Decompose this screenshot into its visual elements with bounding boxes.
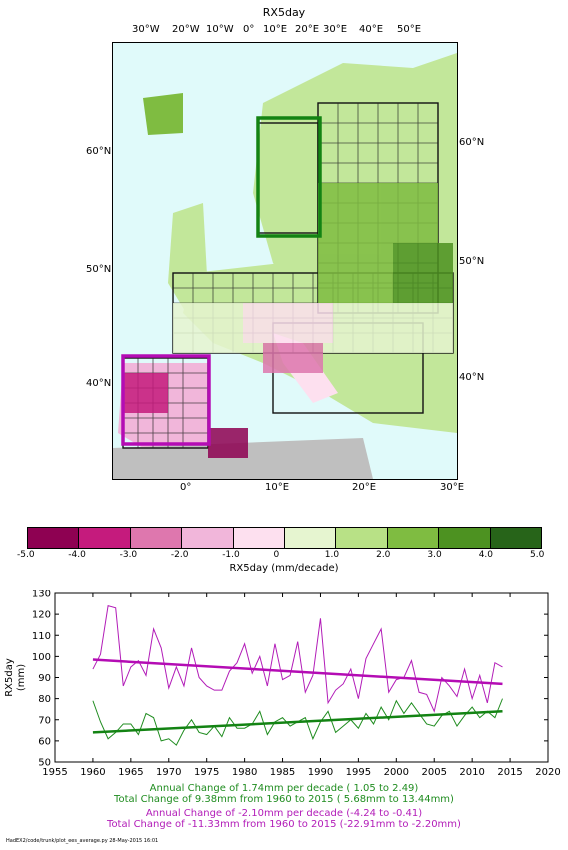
x-tick-label: 1990 (308, 767, 333, 778)
y-tick-label: 90 (38, 673, 51, 684)
colorbar-cell (489, 528, 542, 548)
y-tick-label: 50 (38, 758, 51, 769)
x-tick-label: 2010 (459, 767, 484, 778)
land-iceland (143, 93, 183, 135)
colorbar-tick-label: -4.0 (68, 550, 86, 560)
timeseries-chart: 1955 1960 1965 1970 1975 1980 1985 1990 1995 2000… (4, 590, 561, 778)
green-stats-line1: Annual Change of 1.74mm per decade ( 1.0… (149, 783, 419, 794)
lon-label: 30°W (132, 24, 160, 35)
colorbar-tick-label: -2.0 (170, 550, 189, 560)
colorbar-cell (78, 528, 130, 548)
colorbar-tick-label: 0 (273, 550, 280, 560)
lon-label: 10°W (206, 24, 234, 35)
lon-label: 20°E (295, 24, 320, 35)
y-tick-label: 130 (32, 590, 51, 600)
x-tick-label: 1980 (232, 767, 257, 778)
lon-label: 10°E (265, 482, 290, 493)
lat-label: 40°N (86, 378, 112, 389)
y-tick-label: 80 (38, 694, 51, 705)
x-tick-label: 1985 (270, 767, 295, 778)
lat-label: 60°N (459, 137, 485, 148)
trend-line-0 (92, 710, 503, 734)
footer: HadEX2/code/trunk/plot_ees_average.py 28… (6, 838, 159, 844)
colorbar-cell (335, 528, 387, 548)
colorbar-cell (129, 528, 182, 548)
x-tick-label: 1970 (156, 767, 181, 778)
grid-fills (123, 183, 453, 458)
colorbar-tick-label: 5.0 (530, 550, 545, 560)
y-tick-label: 110 (32, 631, 51, 642)
region-box-iberia (121, 354, 211, 446)
colorbar-tick-label: 4.0 (478, 550, 494, 560)
lon-label: 30°E (440, 482, 465, 493)
colorbar-tick-label: 3.0 (427, 550, 442, 560)
y-tick-label: 60 (38, 736, 51, 747)
colorbar-cell (181, 528, 233, 548)
colorbar-tick-label: -3.0 (119, 550, 138, 560)
colorbar-tick-label: 1.0 (324, 550, 340, 560)
y-tick-label: 100 (32, 652, 51, 663)
lon-bottom-labels: 0° 10°E 20°E 30°E (0, 482, 568, 496)
lat-label: 40°N (459, 372, 485, 383)
colorbar-cell (386, 528, 439, 548)
x-tick-label: 1965 (118, 767, 143, 778)
lon-label: 0° (243, 24, 255, 35)
x-tick-label: 1975 (194, 767, 219, 778)
map-title: RX5day (262, 6, 306, 19)
colorbar-tick-label: 2.0 (376, 550, 391, 560)
lon-label: 40°E (359, 24, 384, 35)
map-frame (112, 42, 458, 480)
region-box-scandinavia (256, 116, 322, 238)
lon-label: 30°E (323, 24, 348, 35)
lat-label: 50°N (86, 264, 112, 275)
y-axis-label: RX5day(mm) (4, 658, 27, 697)
trend-line-1 (92, 658, 503, 686)
lon-label: 20°E (352, 482, 377, 493)
x-tick-label: 2000 (384, 767, 409, 778)
y-tick-label: 120 (32, 610, 51, 621)
lat-label: 50°N (459, 256, 485, 267)
lon-label: 20°W (172, 24, 200, 35)
colorbar-cell (232, 528, 285, 548)
colorbar-tick-label: -5.0 (17, 550, 35, 560)
colorbar-ticks: -5.0 -4.0 -3.0 -2.0 -1.0 0 1.0 2.0 3.0 4.0 5.0 (0, 550, 568, 562)
colorbar-label: RX5day (mm/decade) (229, 563, 339, 574)
magenta-stats-line1: Annual Change of -2.10mm per decade (-4.… (145, 808, 423, 819)
colorbar-cell (28, 528, 79, 548)
series-line-1 (92, 605, 503, 713)
y-tick-label: 70 (38, 715, 51, 726)
x-tick-label: 1955 (42, 767, 67, 778)
x-tick-label: 2005 (422, 767, 447, 778)
colorbar-cell (284, 528, 336, 548)
colorbar-cell (438, 528, 490, 548)
land-uk (168, 203, 208, 311)
green-stats-line2: Total Change of 9.38mm from 1960 to 2015… (114, 794, 454, 805)
lon-top-labels: 30°W 20°W 10°W 0° 10°E 20°E 30°E 40°E 50… (0, 24, 568, 38)
x-tick-label: 1960 (80, 767, 105, 778)
x-tick-label: 1995 (346, 767, 371, 778)
x-tick-label: 2015 (497, 767, 522, 778)
lon-label: 10°E (263, 24, 288, 35)
lat-label: 60°N (86, 146, 112, 157)
x-tick-label: 2020 (535, 767, 560, 778)
europe-map (113, 53, 457, 479)
colorbar (27, 527, 542, 549)
colorbar-tick-label: -1.0 (222, 550, 240, 560)
magenta-stats-line2: Total Change of -11.33mm from 1960 to 20… (107, 819, 461, 830)
plot-area (54, 592, 549, 763)
lon-label: 50°E (397, 24, 422, 35)
lon-label: 0° (180, 482, 192, 493)
